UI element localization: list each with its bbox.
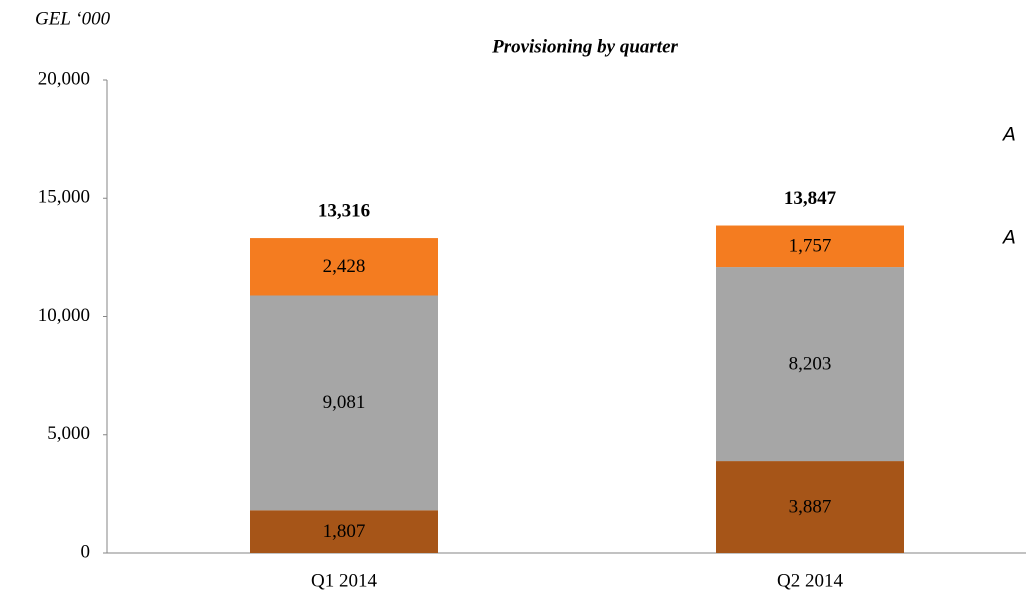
x-tick-label: Q2 2014 — [777, 570, 843, 591]
y-tick-label: 20,000 — [38, 68, 90, 89]
legend-fragment: A — [1001, 124, 1016, 146]
total-label: 13,847 — [784, 188, 837, 209]
total-label: 13,316 — [318, 200, 370, 221]
chart-title: Provisioning by quarter — [491, 36, 678, 57]
bar-segment — [716, 267, 904, 462]
bar-segment — [250, 238, 438, 296]
y-tick-label: 0 — [81, 541, 91, 562]
y-tick-label: 5,000 — [47, 423, 90, 444]
bar-segment — [250, 510, 438, 553]
data-label: 3,887 — [789, 496, 832, 517]
data-label: 1,807 — [323, 521, 366, 542]
unit-label: GEL ‘000 — [35, 8, 111, 29]
data-label: 2,428 — [323, 256, 366, 277]
data-label: 8,203 — [789, 353, 832, 374]
data-label: 1,757 — [789, 236, 832, 257]
legend-fragment: A — [1001, 227, 1016, 249]
x-tick-label: Q1 2014 — [311, 570, 377, 591]
y-tick-label: 10,000 — [38, 305, 90, 326]
bar-segment — [716, 461, 904, 553]
bar-segment — [716, 225, 904, 268]
bar-segment — [250, 295, 438, 511]
data-label: 9,081 — [323, 392, 366, 413]
y-tick-label: 15,000 — [38, 187, 90, 208]
